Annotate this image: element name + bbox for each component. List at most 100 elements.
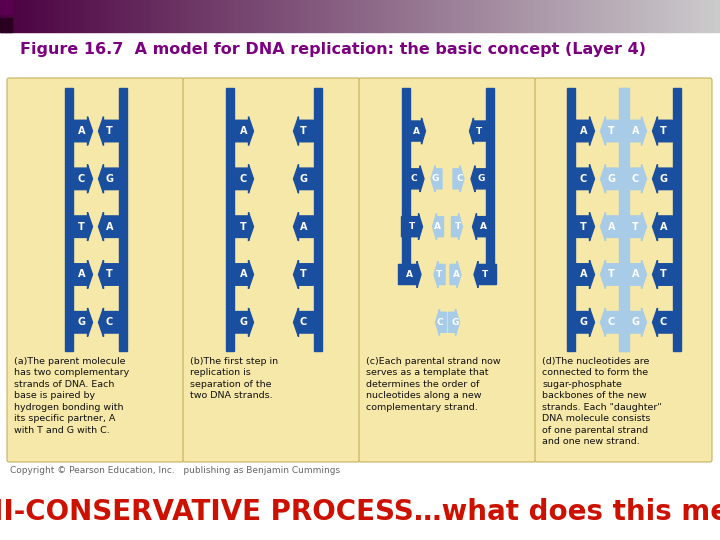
Bar [670,0,672,32]
Bar [545,0,547,32]
Bar [444,0,446,32]
Bar [367,0,369,32]
Bar [595,315,600,329]
Bar [7,0,9,32]
Bar [153,0,156,32]
FancyArrow shape [402,213,423,240]
Bar [439,0,441,32]
Bar [384,0,387,32]
Bar [401,0,403,32]
Bar [77,0,79,32]
Bar [389,0,391,32]
Bar [214,0,216,32]
FancyArrow shape [408,118,426,144]
Text: T: T [632,222,639,232]
Text: A: A [480,222,487,231]
Bar [72,0,74,32]
Bar [158,0,161,32]
Bar [713,0,715,32]
Bar [653,0,655,32]
Bar [576,0,578,32]
FancyArrow shape [600,165,621,193]
Bar [139,0,142,32]
Bar [619,0,621,32]
Bar [266,0,269,32]
FancyArrow shape [294,117,313,145]
Bar [125,0,127,32]
Bar [173,0,175,32]
FancyArrow shape [626,260,647,289]
Bar [456,0,459,32]
Bar [202,0,204,32]
Text: SEMI-CONSERVATIVE PROCESS…what does this mean?: SEMI-CONSERVATIVE PROCESS…what does this… [0,498,720,526]
Bar [110,0,113,32]
FancyArrow shape [450,261,461,288]
FancyArrow shape [405,166,424,192]
Bar [391,0,394,32]
Bar [626,0,629,32]
Text: C: C [106,318,113,327]
FancyArrow shape [600,260,621,289]
Bar [647,219,652,234]
Bar [322,0,324,32]
Text: T: T [455,222,461,231]
Bar [276,0,279,32]
Bar [369,0,372,32]
Text: G: G [106,174,114,184]
Bar [473,0,475,32]
Text: C: C [456,174,463,184]
Text: T: T [482,270,488,279]
Bar [312,0,315,32]
Bar [643,0,646,32]
Bar [50,0,53,32]
Bar [24,0,27,32]
Bar [53,0,55,32]
Text: G: G [608,174,616,184]
Bar [689,0,691,32]
Bar [485,0,487,32]
Bar [603,0,605,32]
Bar [362,0,365,32]
FancyArrow shape [451,213,462,240]
Bar [70,0,72,32]
Bar [261,0,264,32]
Bar [446,0,449,32]
Bar [230,0,233,32]
Bar [5,0,7,32]
Bar [708,0,711,32]
Bar [74,0,77,32]
Bar [243,0,245,32]
Bar [593,0,595,32]
FancyArrow shape [575,117,595,145]
Bar [108,0,110,32]
Bar [274,0,276,32]
Bar [434,0,437,32]
Bar [449,0,451,32]
Text: A: A [608,222,616,232]
Bar [595,267,600,282]
Text: A: A [240,269,247,280]
Text: T: T [78,222,85,232]
Text: T: T [240,222,247,232]
Text: G: G [660,174,667,184]
Bar [423,0,425,32]
FancyArrow shape [600,308,621,336]
Bar [326,0,329,32]
Bar [569,0,571,32]
Bar [454,0,456,32]
Bar [58,0,60,32]
Bar [675,0,677,32]
Bar [254,0,257,32]
Bar [149,0,151,32]
Bar [459,0,461,32]
Bar [89,0,91,32]
Bar [696,0,698,32]
FancyArrow shape [99,117,119,145]
Bar [9,0,12,32]
Bar [204,0,207,32]
Bar [178,0,180,32]
Text: Copyright © Pearson Education, Inc.   publishing as Benjamin Cummings: Copyright © Pearson Education, Inc. publ… [10,466,340,475]
Bar [485,88,493,279]
Bar [336,0,338,32]
Bar [38,0,41,32]
